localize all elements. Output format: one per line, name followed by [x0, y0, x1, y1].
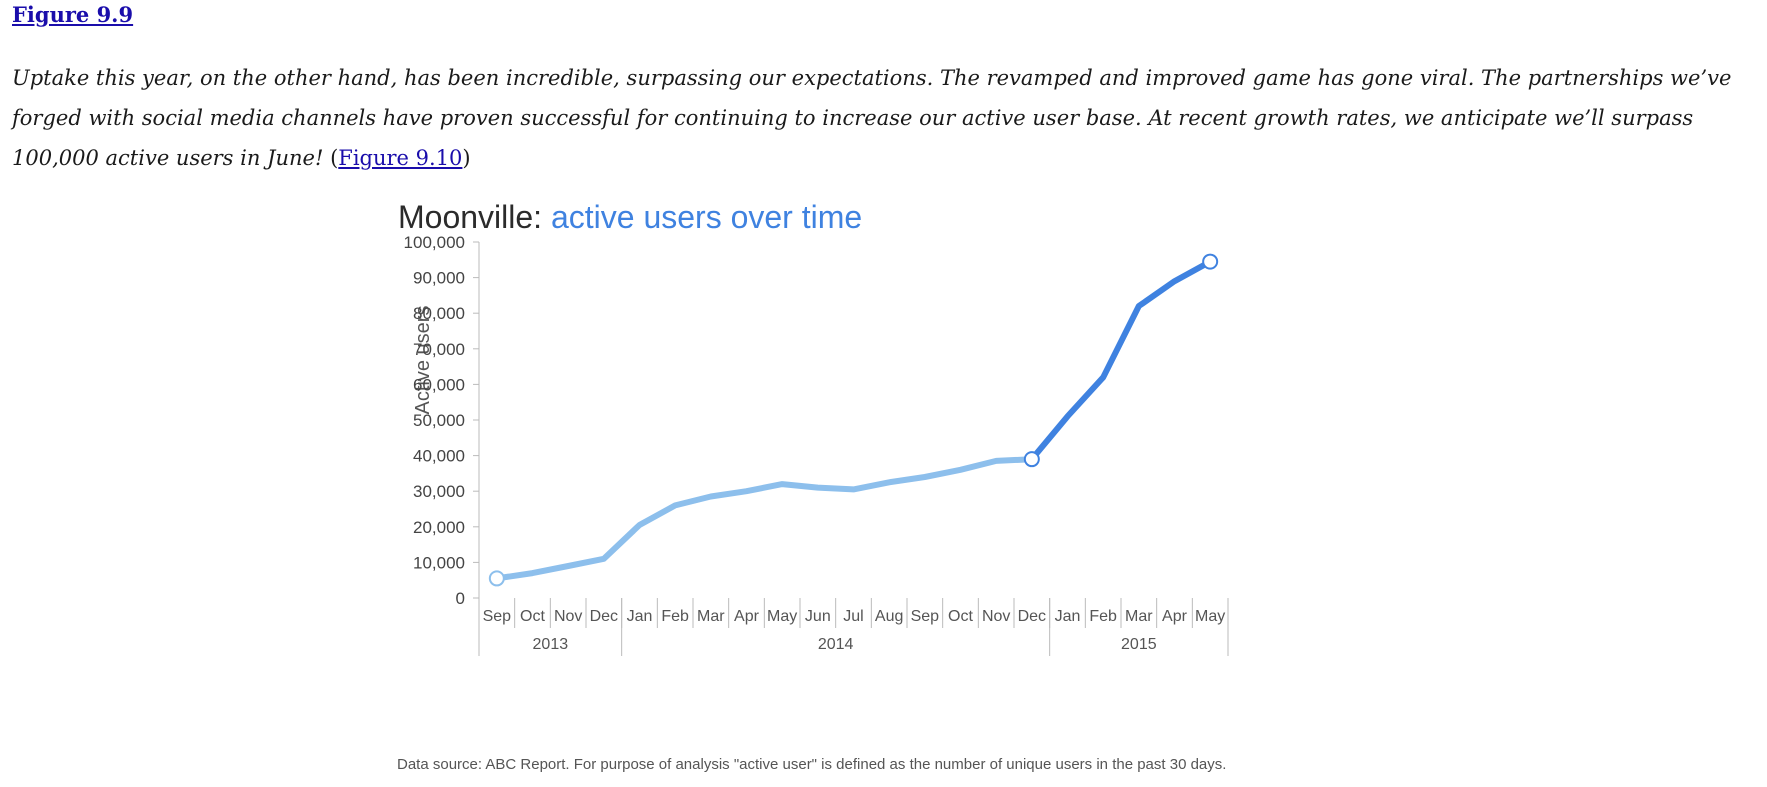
- x-tick-label: Oct: [520, 608, 545, 625]
- x-tick-label: Feb: [1089, 608, 1117, 625]
- x-tick-label: Oct: [948, 608, 973, 625]
- y-tick-label: 80,000: [413, 304, 465, 323]
- y-tick-label: 30,000: [413, 482, 465, 501]
- y-tick-label: 0: [456, 589, 465, 608]
- chart-title-prefix: Moonville:: [398, 199, 551, 235]
- endpoint-marker: [1023, 451, 1040, 468]
- y-tick-label: 100,000: [404, 233, 465, 252]
- y-tick-label: 70,000: [413, 340, 465, 359]
- x-tick-label: Nov: [554, 608, 582, 625]
- y-tick-label: 60,000: [413, 375, 465, 394]
- y-axis-label: Active users: [412, 306, 434, 415]
- x-tick-label: Apr: [734, 608, 760, 625]
- paragraph-text: Uptake this year, on the other hand, has…: [12, 66, 1732, 170]
- x-tick-label: May: [767, 608, 797, 625]
- x-tick-label: Jan: [1055, 608, 1081, 625]
- year-group-label: 2013: [533, 636, 569, 653]
- chart-title-highlight: active users over time: [551, 199, 862, 235]
- history-line: [493, 456, 1035, 582]
- x-tick-label: Feb: [661, 608, 689, 625]
- year-group-label: 2015: [1121, 636, 1157, 653]
- x-tick-label: Dec: [1018, 608, 1046, 625]
- endpoint-marker: [1202, 253, 1219, 270]
- x-tick-label: Aug: [875, 608, 903, 625]
- axes: 0 10,000 20,000 30,000 40,000 50,000 60,000 70,…: [404, 233, 1229, 656]
- x-tick-label: Mar: [1125, 608, 1153, 625]
- chart-title: Moonville: active users over time: [398, 199, 862, 235]
- open-paren: (: [323, 146, 339, 170]
- x-tick-label: Jan: [627, 608, 653, 625]
- close-paren: ): [462, 146, 471, 170]
- x-tick-label: Sep: [483, 608, 512, 625]
- body-paragraph: Uptake this year, on the other hand, has…: [12, 58, 1757, 178]
- x-tick-label: Nov: [982, 608, 1010, 625]
- data-source-note: Data source: ABC Report. For purpose of …: [397, 756, 1226, 773]
- y-tick-label: 40,000: [413, 447, 465, 466]
- y-tick-label: 90,000: [413, 269, 465, 288]
- active-users-chart: Moonville: active users over time Active…: [397, 199, 1229, 773]
- endpoint-markers: [488, 253, 1219, 587]
- x-tick-label: Dec: [590, 608, 618, 625]
- figure-9-9-link[interactable]: Figure 9.9: [12, 2, 134, 27]
- x-tick-label: Mar: [697, 608, 725, 625]
- x-tick-label: May: [1195, 608, 1225, 625]
- figure-9-10-link[interactable]: Figure 9.10: [338, 146, 463, 170]
- series-lines: [493, 258, 1214, 582]
- x-tick-label: Sep: [911, 608, 940, 625]
- endpoint-marker: [488, 570, 505, 587]
- x-tick-label: Apr: [1162, 608, 1188, 625]
- y-tick-label: 20,000: [413, 518, 465, 537]
- y-tick-label: 10,000: [413, 553, 465, 572]
- x-tick-label: Jul: [843, 608, 863, 625]
- y-tick-label: 50,000: [413, 411, 465, 430]
- year-group-label: 2014: [818, 636, 854, 653]
- recent-line: [1028, 258, 1214, 463]
- x-tick-label: Jun: [805, 608, 831, 625]
